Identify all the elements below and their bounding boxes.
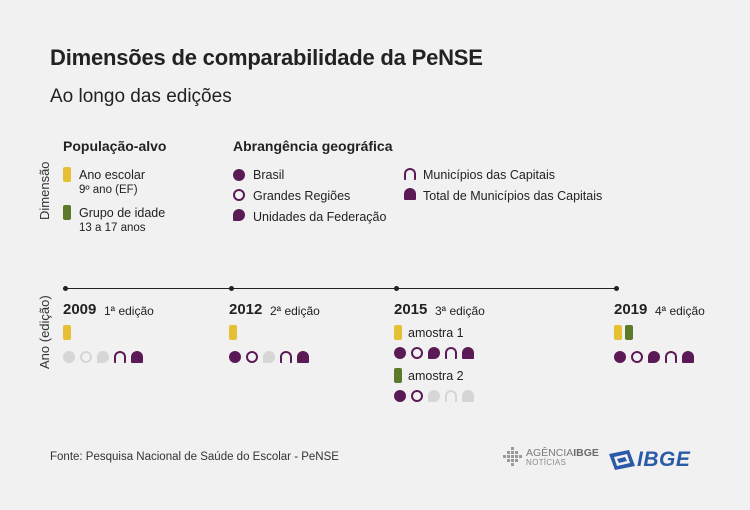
regioes-circle-outline-icon — [233, 189, 245, 201]
ano-axis-label: Ano (edição) — [37, 295, 52, 369]
total-capitais-arch-filled-icon — [131, 351, 143, 363]
legend-ano-escolar: Ano escolar — [79, 168, 146, 182]
brasil-circle-icon — [394, 390, 406, 402]
edition-2009: 1ª edição — [104, 304, 154, 318]
timeline-dot-2012 — [229, 286, 234, 291]
agencia-text: AGÊNCIA — [526, 447, 574, 459]
edition-2012: 2ª edição — [270, 304, 320, 318]
uf-shape-icon — [428, 347, 440, 359]
edition-2015: 3ª edição — [435, 304, 485, 318]
yellow-bar-icon — [229, 325, 237, 340]
timeline-dot-2009 — [63, 286, 68, 291]
legend-grupo-idade-sub: 13 a 17 anos — [79, 222, 146, 234]
ibge-text: IBGE — [637, 448, 691, 471]
capitais-arch-outline-icon — [114, 351, 126, 363]
year-2012: 2012 — [229, 301, 263, 318]
amostra-1-label: amostra 1 — [408, 326, 464, 340]
ibge-logo[interactable]: IBGE — [609, 448, 690, 472]
uf-shape-icon — [233, 209, 245, 221]
page-subtitle: Ao longo das edições — [50, 86, 232, 107]
green-bar-icon — [63, 205, 71, 220]
page-title: Dimensões de comparabilidade da PeNSE — [50, 45, 483, 70]
ibge-flag-icon — [609, 450, 635, 470]
uf-shape-icon — [648, 351, 660, 363]
legend-brasil: Brasil — [253, 168, 285, 182]
regioes-circle-outline-icon — [246, 351, 258, 363]
legend-grandes-regioes: Grandes Regiões — [253, 189, 351, 203]
brasil-circle-icon — [614, 351, 626, 363]
capitais-arch-outline-icon — [665, 351, 677, 363]
yellow-bar-icon — [63, 167, 71, 182]
legend-unidades-federacao: Unidades da Federação — [253, 210, 387, 224]
brasil-circle-icon — [63, 351, 75, 363]
regioes-circle-outline-icon — [411, 390, 423, 402]
capitais-arch-outline-icon — [404, 168, 416, 180]
regioes-circle-outline-icon — [631, 351, 643, 363]
brasil-circle-icon — [394, 347, 406, 359]
timeline-dot-2015 — [394, 286, 399, 291]
year-2009: 2009 — [63, 301, 97, 318]
agencia-ibge-text: IBGE — [573, 447, 599, 459]
populacao-header: População-alvo — [63, 138, 167, 154]
legend-grupo-idade: Grupo de idade — [79, 206, 166, 220]
brasil-circle-icon — [229, 351, 241, 363]
regioes-circle-outline-icon — [411, 347, 423, 359]
uf-shape-icon — [263, 351, 275, 363]
yellow-bar-icon — [394, 325, 402, 340]
uf-shape-icon — [428, 390, 440, 402]
legend-total-municipios-capitais: Total de Municípios das Capitais — [423, 189, 603, 203]
brasil-circle-icon — [233, 169, 245, 181]
total-capitais-arch-filled-icon — [404, 188, 416, 200]
timeline-line — [63, 288, 619, 289]
capitais-arch-outline-icon — [280, 351, 292, 363]
yellow-bar-icon — [614, 325, 622, 340]
legend-municipios-capitais: Municípios das Capitais — [423, 168, 556, 182]
total-capitais-arch-filled-icon — [462, 347, 474, 359]
regioes-circle-outline-icon — [80, 351, 92, 363]
green-bar-icon — [625, 325, 633, 340]
capitais-arch-outline-icon — [445, 390, 457, 402]
dimensao-axis-label: Dimensão — [37, 161, 52, 220]
yellow-bar-icon — [63, 325, 71, 340]
capitais-arch-outline-icon — [445, 347, 457, 359]
amostra-2-label: amostra 2 — [408, 369, 464, 383]
total-capitais-arch-filled-icon — [462, 390, 474, 402]
year-2019: 2019 — [614, 301, 648, 318]
agencia-ibge-logo[interactable]: AGÊNCIAIBGE NOTÍCIAS — [503, 447, 599, 469]
source-note: Fonte: Pesquisa Nacional de Saúde do Esc… — [50, 451, 339, 463]
agencia-grid-icon — [503, 447, 522, 466]
edition-2019: 4ª edição — [655, 304, 705, 318]
noticias-text: NOTÍCIAS — [526, 458, 567, 467]
abrangencia-header: Abrangência geográfica — [233, 138, 393, 154]
green-bar-icon — [394, 368, 402, 383]
year-2015: 2015 — [394, 301, 428, 318]
total-capitais-arch-filled-icon — [682, 351, 694, 363]
legend-ano-escolar-sub: 9º ano (EF) — [79, 184, 138, 196]
uf-shape-icon — [97, 351, 109, 363]
timeline-dot-2019 — [614, 286, 619, 291]
total-capitais-arch-filled-icon — [297, 351, 309, 363]
